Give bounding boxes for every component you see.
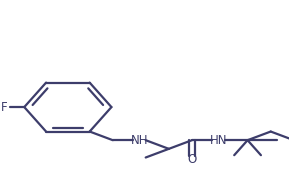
Text: O: O	[187, 153, 197, 166]
Text: HN: HN	[210, 134, 227, 147]
Text: NH: NH	[131, 134, 148, 147]
Text: F: F	[1, 101, 7, 114]
